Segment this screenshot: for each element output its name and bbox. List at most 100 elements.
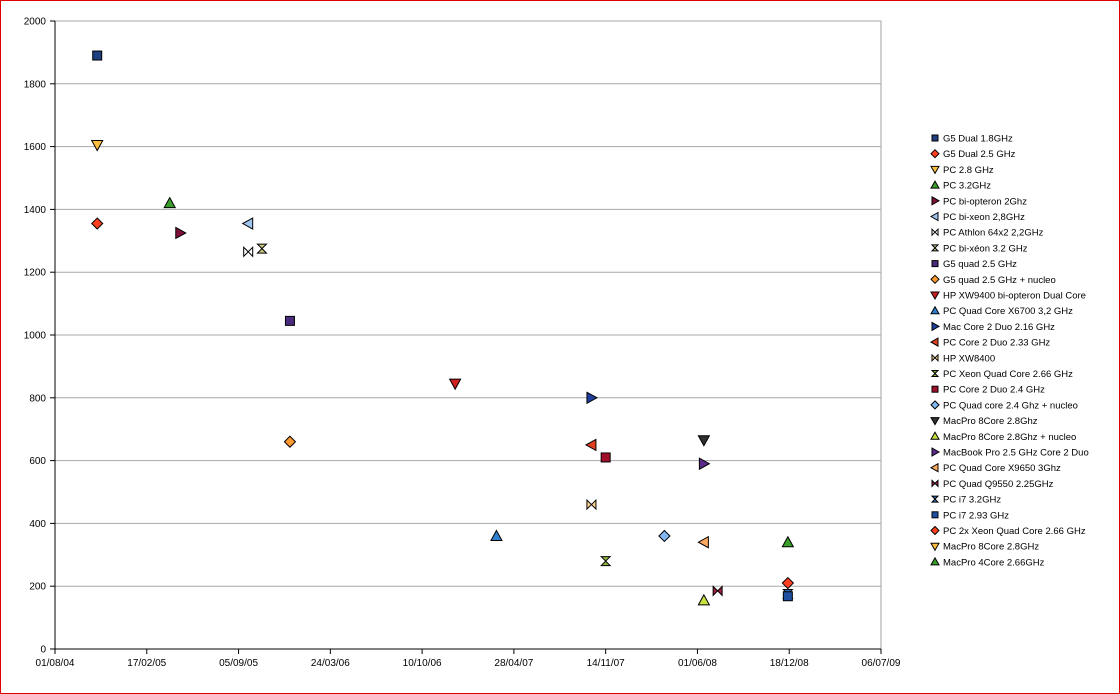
legend-marker [931,511,939,519]
x-tick-label: 14/11/07 [587,658,626,669]
data-points [90,50,795,606]
data-point [490,529,503,541]
legend-marker [931,195,941,206]
legend-label: PC Xeon Quad Core 2.66 GHz [943,369,1073,380]
legend-label: G5 Dual 1.8GHz [943,134,1013,145]
data-point [256,243,268,254]
legend-marker [931,260,939,268]
data-point [284,315,295,326]
data-point [283,435,297,448]
legend-marker [930,417,940,426]
data-point [91,217,104,230]
legend-label: HP XW8400 [943,353,995,364]
legend-label: HP XW9400 bi-opteron Dual Core [943,291,1086,302]
data-point [175,226,187,240]
data-point [782,591,793,602]
y-tick-labels: 0 200 400 600 800 1000 1200 1400 1600 1800 2000 [24,17,47,656]
legend-label: PC 3.2GHz [943,181,991,192]
data-point [586,498,597,511]
legend-marker [931,479,939,488]
y-tick-label: 400 [29,519,46,530]
x-tick-label: 06/07/09 [862,658,901,669]
legend-label: PC Athlon 64x2 2,2GHz [943,228,1044,239]
y-tick-label: 1000 [24,331,47,342]
x-tick-label: 05/09/05 [219,658,258,669]
legend-marker [930,400,940,410]
gridlines [50,20,881,650]
legend-label: PC bi-xéon 3.2 GHz [943,243,1028,254]
data-point [697,535,709,549]
legend-label: PC Core 2 Duo 2.4 GHz [943,385,1045,396]
legend-label: PC 2x Xeon Quad Core 2.66 GHz [943,526,1086,537]
legend-marker [930,556,940,566]
data-point [698,457,711,471]
x-tick-label: 18/12/08 [770,658,809,669]
legend-label: MacBook Pro 2.5 GHz Core 2 Duo [943,448,1089,459]
data-point [586,391,598,405]
legend-marker [930,305,940,315]
legend-label: PC Quad Core X9650 3Ghz [943,463,1061,474]
data-point [600,452,611,463]
legend-marker [931,134,939,142]
legend-label: G5 quad 2.5 GHz + nucleo [943,275,1056,286]
y-tick-label: 1400 [24,205,47,216]
legend-marker [929,337,939,347]
legend-label: MacPro 8Core 2.8GHz [943,542,1039,553]
data-point [697,593,711,606]
legend: G5 Dual 1.8GHz G5 Dual 2.5 GHz PC 2.8 GHz P… [929,134,1089,568]
legend-label: PC 2.8 GHz [943,165,994,176]
data-point [584,438,597,452]
x-tick-labels: 01/08/04 17/02/05 05/09/05 24/03/06 10/10/06… [36,658,901,669]
x-tick-label: 28/04/07 [494,658,533,669]
legend-label: G5 quad 2.5 GHz [943,259,1017,270]
y-tick-label: 1200 [24,268,47,279]
y-tick-label: 1600 [24,142,47,153]
legend-marker [931,321,941,332]
legend-marker [930,274,940,285]
data-point [92,50,103,61]
legend-marker [930,431,940,440]
x-tick-label: 24/03/06 [311,658,350,669]
legend-marker [931,385,939,393]
legend-marker [930,291,940,301]
x-tick-label: 01/08/04 [36,658,75,669]
legend-marker [930,244,940,252]
data-point [781,535,795,548]
legend-marker [929,211,939,222]
data-point [90,140,104,152]
legend-label: PC Quad Core X6700 3,2 GHz [943,306,1073,317]
y-tick-label: 600 [29,456,46,467]
legend-marker [929,462,939,473]
y-tick-label: 800 [29,393,46,404]
legend-label: MacPro 4Core 2.66GHz [943,557,1045,568]
data-point [658,529,671,543]
data-point [697,435,711,447]
legend-marker [930,495,940,503]
data-point [163,196,177,209]
legend-marker [930,165,940,175]
legend-marker [930,370,940,377]
data-point [448,378,462,391]
legend-label: PC i7 2.93 GHz [943,510,1009,521]
legend-label: PC Core 2 Duo 2.33 GHz [943,338,1050,349]
legend-marker [930,180,940,189]
data-point [781,576,795,590]
legend-label: Mac Core 2 Duo 2.16 GHz [943,322,1055,333]
y-tick-label: 200 [29,582,46,593]
data-point [243,246,254,258]
x-tick-label: 17/02/05 [127,658,166,669]
y-tick-label: 1800 [24,79,47,90]
data-point [241,217,254,230]
y-tick-label: 0 [40,645,46,656]
legend-marker [931,447,941,457]
y-tick-label: 2000 [24,17,47,28]
legend-label: PC i7 3.2GHz [943,495,1001,506]
legend-label: PC Quad core 2.4 Ghz + nucleo [943,400,1078,411]
legend-marker [930,542,940,552]
legend-marker [931,353,939,363]
axes [54,21,882,654]
legend-label: G5 Dual 2.5 GHz [943,149,1016,160]
data-point [599,556,612,567]
legend-marker [930,525,940,536]
